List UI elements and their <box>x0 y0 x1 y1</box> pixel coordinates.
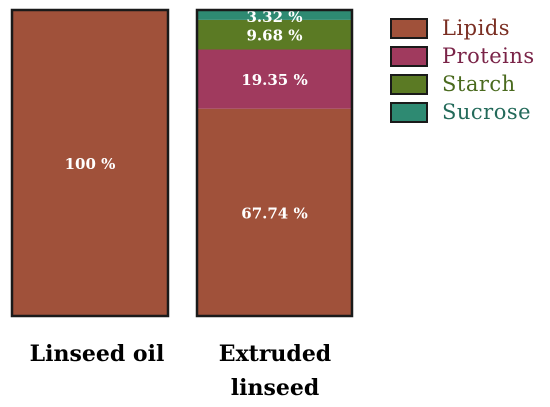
legend-swatch-sucrose <box>390 101 428 123</box>
data-label-linseed-oil-lipids: 100 % <box>65 155 116 173</box>
data-label-extruded-linseed-starch: 9.68 % <box>246 27 302 45</box>
legend-item-lipids: Lipids <box>390 14 550 42</box>
bar-segment-extruded-linseed-sucrose <box>197 9 352 20</box>
legend-label-lipids: Lipids <box>442 15 511 40</box>
data-label-extruded-linseed-sucrose: 3.32 % <box>246 8 302 26</box>
category-label-extruded-linseed: Extruded linseed <box>218 341 332 401</box>
legend: Lipids Proteins Starch Sucrose <box>390 14 550 126</box>
bar-segment-extruded-linseed-starch <box>197 19 352 50</box>
legend-swatch-proteins <box>390 45 428 67</box>
category-label-linseed-oil: Linseed oil <box>29 341 165 367</box>
legend-item-proteins: Proteins <box>390 42 550 70</box>
bar-segment-linseed-oil-lipids <box>12 10 168 316</box>
legend-label-sucrose: Sucrose <box>442 99 532 124</box>
data-label-extruded-linseed-lipids: 67.74 % <box>241 204 307 222</box>
legend-item-sucrose: Sucrose <box>390 98 550 126</box>
legend-swatch-starch <box>390 73 428 95</box>
bar-segment-extruded-linseed-lipids <box>197 108 352 316</box>
bar-outline-extruded-linseed <box>195 8 354 318</box>
data-label-extruded-linseed-proteins: 19.35 % <box>241 71 307 89</box>
legend-item-starch: Starch <box>390 70 550 98</box>
bar-outline-linseed-oil <box>10 8 170 318</box>
bar-segment-extruded-linseed-proteins <box>197 49 352 109</box>
legend-swatch-lipids <box>390 17 428 39</box>
legend-label-starch: Starch <box>442 71 516 96</box>
legend-label-proteins: Proteins <box>442 43 535 68</box>
